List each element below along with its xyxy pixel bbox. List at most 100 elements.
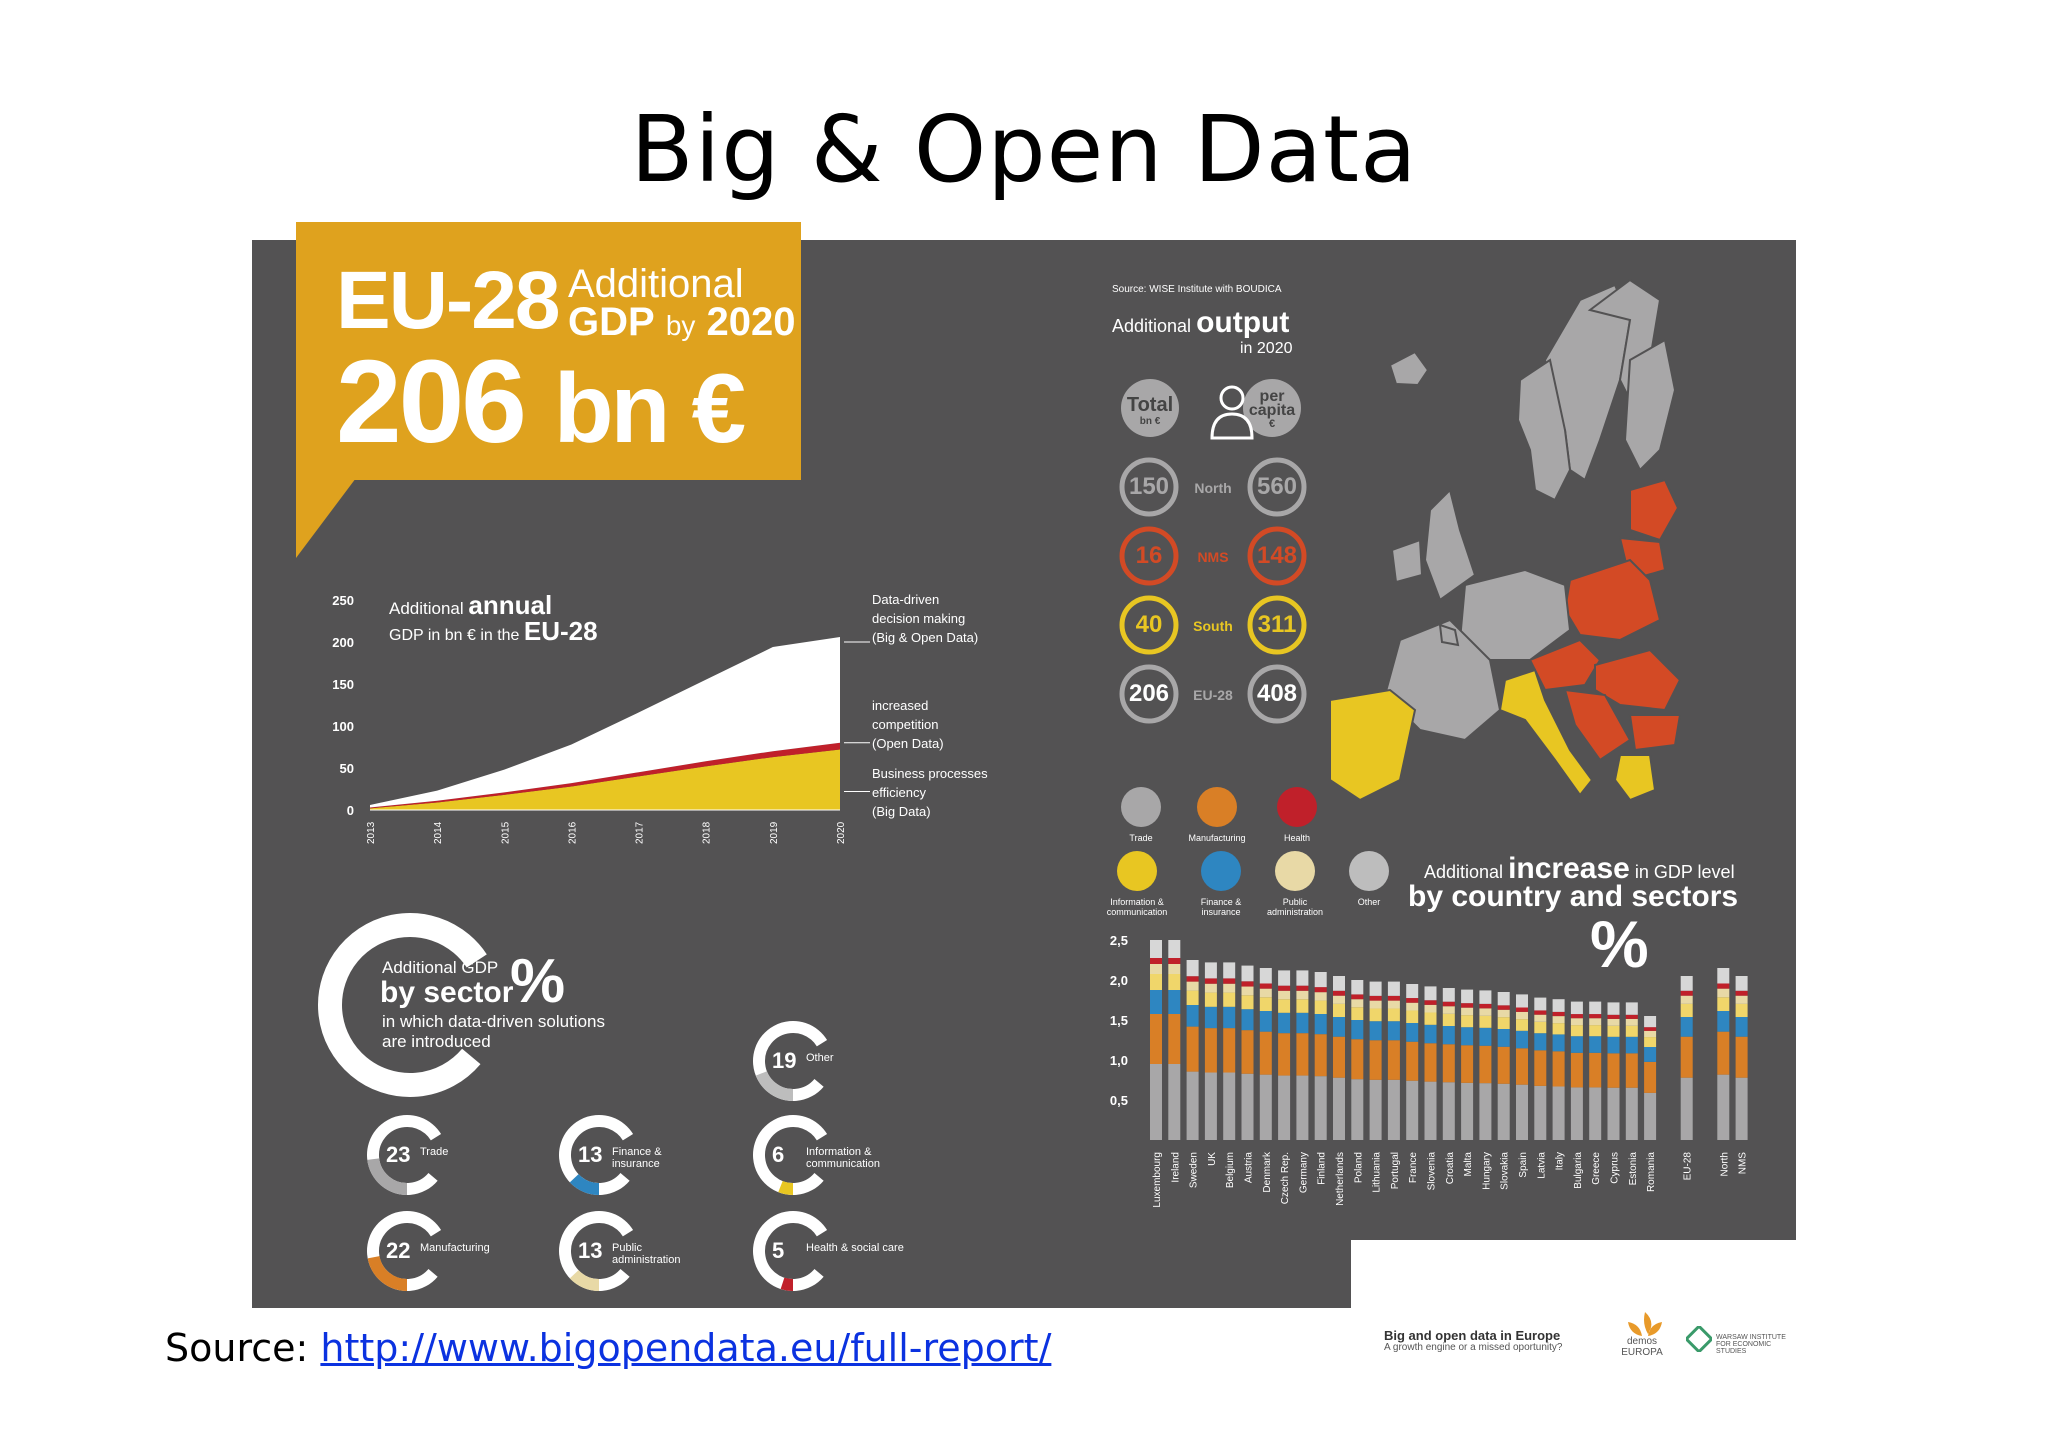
country-label: Italy <box>1555 1152 1566 1170</box>
bar-segment <box>1314 992 1327 1001</box>
bar-segment <box>1186 1026 1199 1072</box>
bar-segment <box>1387 1079 1400 1140</box>
bar-segment <box>1589 1036 1602 1053</box>
bar-segment <box>1259 997 1272 1011</box>
donut-ring <box>753 1211 833 1291</box>
x-tick-label: 2017 <box>635 821 646 844</box>
country-label: Poland <box>1353 1152 1364 1183</box>
bar-segment <box>1223 1006 1236 1029</box>
bar-segment <box>1369 1040 1382 1080</box>
bar-segment <box>1186 976 1199 982</box>
sector-donut: 6 Information & communication <box>750 1112 970 1198</box>
bar-segment <box>1607 1087 1620 1140</box>
bar-segment <box>1516 1084 1528 1140</box>
y-tick-label: 200 <box>332 635 354 650</box>
bar-segment <box>1259 1011 1272 1032</box>
donut-ring <box>753 1115 833 1195</box>
donut-label: Other <box>806 1052 834 1064</box>
bar-segment <box>1516 1019 1528 1031</box>
bar-segment <box>1241 995 1254 1010</box>
bar-segment <box>1589 1001 1602 1015</box>
bar-segment <box>1278 1075 1291 1140</box>
bar-segment <box>1406 984 1419 999</box>
country-label: Estonia <box>1628 1152 1639 1186</box>
total-header-icon <box>1121 379 1179 437</box>
source-link[interactable]: http://www.bigopendata.eu/full-report/ <box>320 1326 1052 1370</box>
bar-segment <box>1680 1017 1693 1037</box>
legend-label: Finance & insurance <box>1200 897 1242 917</box>
y-tick-label: 250 <box>332 593 354 608</box>
legend-item: Trade <box>1101 786 1181 843</box>
country-label: Ireland <box>1170 1152 1181 1183</box>
bar-segment <box>1424 1004 1437 1013</box>
label-competition: increased competition (Open Data) <box>872 698 944 751</box>
legend-item: Information & communication <box>1097 850 1177 917</box>
donut-value: 19 <box>772 1048 797 1073</box>
bar-segment <box>1735 1003 1748 1017</box>
clerk-icon <box>1275 851 1315 891</box>
bar-segment <box>1534 1010 1547 1015</box>
bar-segment <box>1680 976 1693 991</box>
total-unit: bn € <box>1139 416 1161 427</box>
bar-segment <box>1552 1023 1565 1035</box>
country-label: UK <box>1207 1152 1218 1166</box>
bar-segment <box>1387 1040 1400 1080</box>
bar-segment <box>1333 995 1345 1004</box>
donut-label: Trade <box>420 1146 449 1158</box>
bar-segment <box>1625 1053 1638 1088</box>
bar-segment <box>1333 990 1345 996</box>
banner-value: 206 bn € <box>336 336 746 468</box>
bar-segment <box>1259 1074 1272 1140</box>
label-efficiency: Business processes efficiency (Big Data) <box>872 766 988 819</box>
sector-title-pre: Additional GDP <box>382 958 499 977</box>
bar-segment <box>1479 1003 1492 1009</box>
per-capita-icon <box>1210 379 1301 440</box>
area-series-1 <box>370 742 840 809</box>
bar-segment <box>1735 995 1748 1004</box>
bar-segment <box>1497 1005 1510 1010</box>
bar-segment <box>1479 1045 1492 1084</box>
bar-segment <box>1314 987 1327 993</box>
bar-segment <box>1497 1017 1510 1029</box>
sector-donut: 22 Manufacturing <box>364 1208 584 1294</box>
bar-segment <box>1570 1025 1583 1037</box>
bar-segment <box>1479 1083 1492 1140</box>
bar-segment <box>1387 981 1400 996</box>
bar-segment <box>1680 1077 1693 1140</box>
bar-segment <box>1717 997 1730 1011</box>
donut-label: Health & social care <box>806 1242 904 1254</box>
bar-segment <box>1552 1051 1565 1087</box>
bar-segment <box>1241 981 1254 987</box>
bar-segment <box>1589 1018 1602 1026</box>
bar-segment <box>1735 1077 1748 1140</box>
bar-segment <box>1607 1036 1620 1054</box>
bar-segment <box>1186 990 1199 1005</box>
bar-segment <box>1424 986 1437 1001</box>
country-label: Cyprus <box>1610 1152 1621 1184</box>
country-label: Croatia <box>1445 1152 1456 1185</box>
y-tick-label: 50 <box>340 761 354 776</box>
bar-segment <box>1570 1001 1583 1015</box>
country-label: France <box>1408 1152 1419 1184</box>
bar-segment <box>1717 1011 1730 1032</box>
country-label: Luxembourg <box>1152 1152 1163 1208</box>
bar-segment <box>1607 1002 1620 1015</box>
bar-segment <box>1296 990 1309 1000</box>
sector-sub2: are introduced <box>382 1032 491 1051</box>
region-name: North <box>1194 480 1232 496</box>
bar-segment <box>1680 990 1693 996</box>
bar-segment <box>1424 1012 1437 1025</box>
country-label: Bulgaria <box>1573 1152 1584 1189</box>
sector-donut: 23 Trade <box>364 1112 584 1198</box>
bar-segment <box>1442 988 1455 1002</box>
per-capita-ring <box>1247 664 1307 724</box>
bar-segment <box>1259 968 1272 984</box>
bar-segment <box>1314 1000 1327 1014</box>
bar-segment <box>1461 1082 1474 1140</box>
per-capita-ring <box>1247 595 1307 655</box>
bar-segment <box>1223 962 1236 979</box>
bar-segment <box>1204 1006 1217 1029</box>
bar-segment <box>1516 994 1528 1008</box>
bar-segment <box>1625 1018 1638 1026</box>
x-tick-label: 2019 <box>769 821 780 844</box>
